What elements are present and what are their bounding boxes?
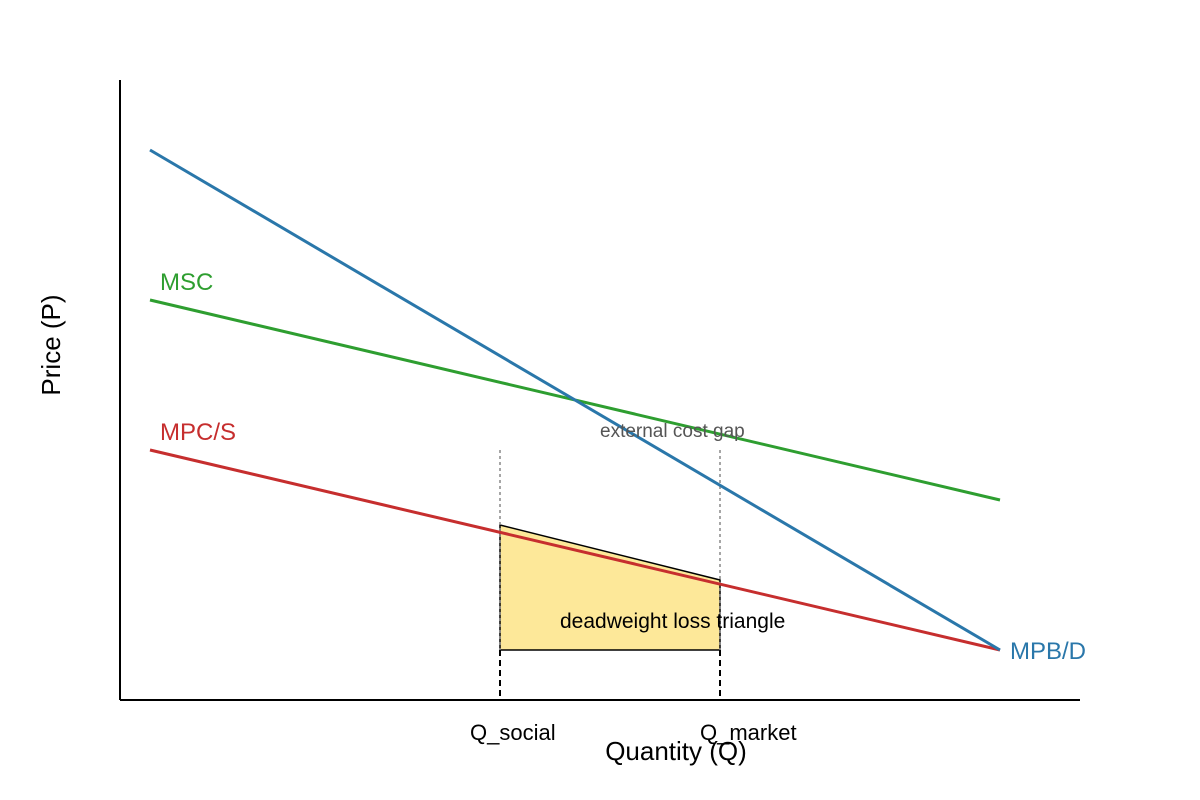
x-axis-label: Quantity (Q) bbox=[605, 736, 747, 766]
mpc-supply-label: MPC/S bbox=[160, 419, 236, 446]
y-axis-label: Price (P) bbox=[36, 294, 66, 395]
q-social-tick-label: Q_social bbox=[470, 720, 556, 745]
external-cost-gap-annotation: external cost gap bbox=[600, 421, 745, 442]
mpc-supply-curve bbox=[149, 448, 1001, 652]
mpb-demand-curve bbox=[149, 148, 1001, 652]
msc-label: MSC bbox=[160, 269, 213, 296]
q-market-tick-label: Q_market bbox=[700, 720, 797, 745]
mpb-demand-label: MPB/D bbox=[1010, 638, 1086, 665]
deadweight-loss-label: deadweight loss triangle bbox=[560, 610, 785, 633]
